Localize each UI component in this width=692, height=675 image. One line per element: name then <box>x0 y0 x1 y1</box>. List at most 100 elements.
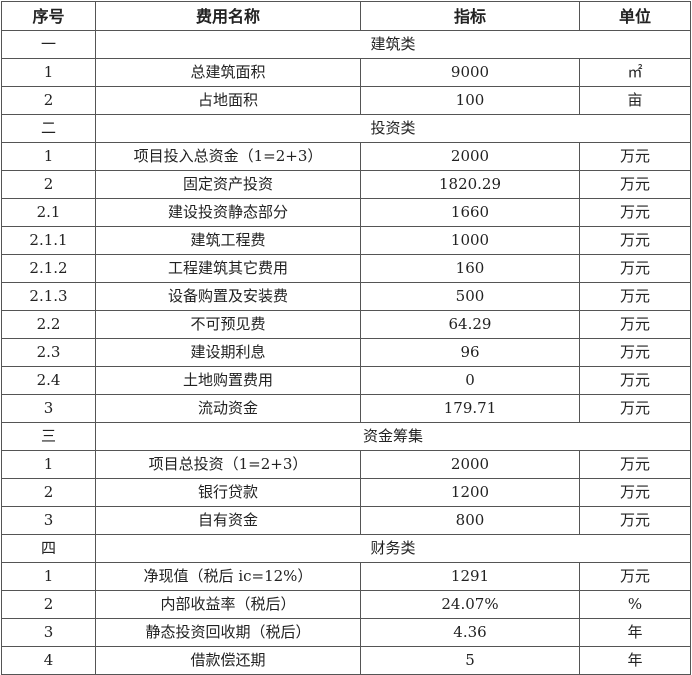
table-row: 2 固定资产投资 1820.29 万元 <box>1 170 691 199</box>
item-value: 1291 <box>360 562 580 591</box>
section-row: 四财务类 <box>1 534 691 563</box>
item-unit: 万元 <box>579 394 691 423</box>
section-row: 二投资类 <box>1 114 691 143</box>
row-number: 3 <box>1 618 96 647</box>
table-row: 4 借款偿还期 5 年 <box>1 646 691 675</box>
table-row: 2.1.3 设备购置及安装费 500 万元 <box>1 282 691 311</box>
item-value: 9000 <box>360 58 580 87</box>
header-no: 序号 <box>1 1 96 31</box>
row-number: 4 <box>1 646 96 675</box>
row-number: 二 <box>1 114 96 143</box>
table-row: 1 项目总投资（1=2+3） 2000 万元 <box>1 450 691 479</box>
row-number: 三 <box>1 422 96 451</box>
item-name: 内部收益率（税后） <box>95 590 361 619</box>
table-row: 1 净现值（税后 ic=12%） 1291 万元 <box>1 562 691 591</box>
item-name: 借款偿还期 <box>95 646 361 675</box>
section-row: 三资金筹集 <box>1 422 691 451</box>
item-name: 总建筑面积 <box>95 58 361 87</box>
table-row: 3 流动资金 179.71 万元 <box>1 394 691 423</box>
table-row: 1 项目投入总资金（1=2+3） 2000 万元 <box>1 142 691 171</box>
item-unit: 万元 <box>579 506 691 535</box>
table-row: 1 总建筑面积 9000 ㎡ <box>1 58 691 87</box>
header-unit: 单位 <box>579 1 691 31</box>
table-row: 2.4 土地购置费用 0 万元 <box>1 366 691 395</box>
header-value: 指标 <box>360 1 580 31</box>
row-number: 1 <box>1 562 96 591</box>
item-name: 自有资金 <box>95 506 361 535</box>
row-number: 2.1.2 <box>1 254 96 283</box>
row-number: 2 <box>1 86 96 115</box>
item-name: 流动资金 <box>95 394 361 423</box>
item-name: 项目总投资（1=2+3） <box>95 450 361 479</box>
item-name: 工程建筑其它费用 <box>95 254 361 283</box>
item-value: 2000 <box>360 450 580 479</box>
item-value: 179.71 <box>360 394 580 423</box>
item-unit: 万元 <box>579 562 691 591</box>
item-value: 4.36 <box>360 618 580 647</box>
item-unit: 万元 <box>579 310 691 339</box>
section-title: 建筑类 <box>95 30 691 59</box>
item-unit: 亩 <box>579 86 691 115</box>
item-value: 160 <box>360 254 580 283</box>
item-unit: 万元 <box>579 170 691 199</box>
item-value: 2000 <box>360 142 580 171</box>
item-value: 1660 <box>360 198 580 227</box>
section-title: 资金筹集 <box>95 422 691 451</box>
row-number: 1 <box>1 58 96 87</box>
item-unit: 万元 <box>579 282 691 311</box>
item-name: 建筑工程费 <box>95 226 361 255</box>
row-number: 3 <box>1 394 96 423</box>
row-number: 2.3 <box>1 338 96 367</box>
section-row: 一建筑类 <box>1 30 691 59</box>
row-number: 2.1 <box>1 198 96 227</box>
item-unit: 万元 <box>579 366 691 395</box>
header-name: 费用名称 <box>95 1 361 31</box>
item-unit: 万元 <box>579 142 691 171</box>
item-name: 占地面积 <box>95 86 361 115</box>
table-row: 3 自有资金 800 万元 <box>1 506 691 535</box>
table-row: 2.2 不可预见费 64.29 万元 <box>1 310 691 339</box>
table-row: 2 银行贷款 1200 万元 <box>1 478 691 507</box>
row-number: 3 <box>1 506 96 535</box>
item-value: 64.29 <box>360 310 580 339</box>
row-number: 四 <box>1 534 96 563</box>
item-unit: 年 <box>579 646 691 675</box>
table-row: 2.3 建设期利息 96 万元 <box>1 338 691 367</box>
item-value: 96 <box>360 338 580 367</box>
item-unit: 万元 <box>579 254 691 283</box>
item-value: 800 <box>360 506 580 535</box>
item-value: 1000 <box>360 226 580 255</box>
row-number: 2 <box>1 590 96 619</box>
item-name: 固定资产投资 <box>95 170 361 199</box>
row-number: 2 <box>1 170 96 199</box>
item-unit: 万元 <box>579 226 691 255</box>
item-unit: 万元 <box>579 198 691 227</box>
item-value: 1820.29 <box>360 170 580 199</box>
table-row: 2.1 建设投资静态部分 1660 万元 <box>1 198 691 227</box>
item-name: 项目投入总资金（1=2+3） <box>95 142 361 171</box>
table-row: 2.1.2 工程建筑其它费用 160 万元 <box>1 254 691 283</box>
item-unit: 年 <box>579 618 691 647</box>
table-row: 2.1.1 建筑工程费 1000 万元 <box>1 226 691 255</box>
section-title: 投资类 <box>95 114 691 143</box>
table-row: 2 内部收益率（税后） 24.07%% <box>1 590 691 619</box>
row-number: 2.1.3 <box>1 282 96 311</box>
row-number: 1 <box>1 142 96 171</box>
row-number: 2 <box>1 478 96 507</box>
item-name: 不可预见费 <box>95 310 361 339</box>
row-number: 2.1.1 <box>1 226 96 255</box>
row-number: 一 <box>1 30 96 59</box>
item-value: 0 <box>360 366 580 395</box>
item-name: 设备购置及安装费 <box>95 282 361 311</box>
item-name: 土地购置费用 <box>95 366 361 395</box>
item-value: 500 <box>360 282 580 311</box>
table-header-row: 序号 费用名称 指标 单位 <box>1 1 691 31</box>
row-number: 2.4 <box>1 366 96 395</box>
item-unit: 万元 <box>579 478 691 507</box>
item-unit: 万元 <box>579 338 691 367</box>
item-value: 100 <box>360 86 580 115</box>
item-value: 24.07% <box>360 590 580 619</box>
item-value: 5 <box>360 646 580 675</box>
item-value: 1200 <box>360 478 580 507</box>
